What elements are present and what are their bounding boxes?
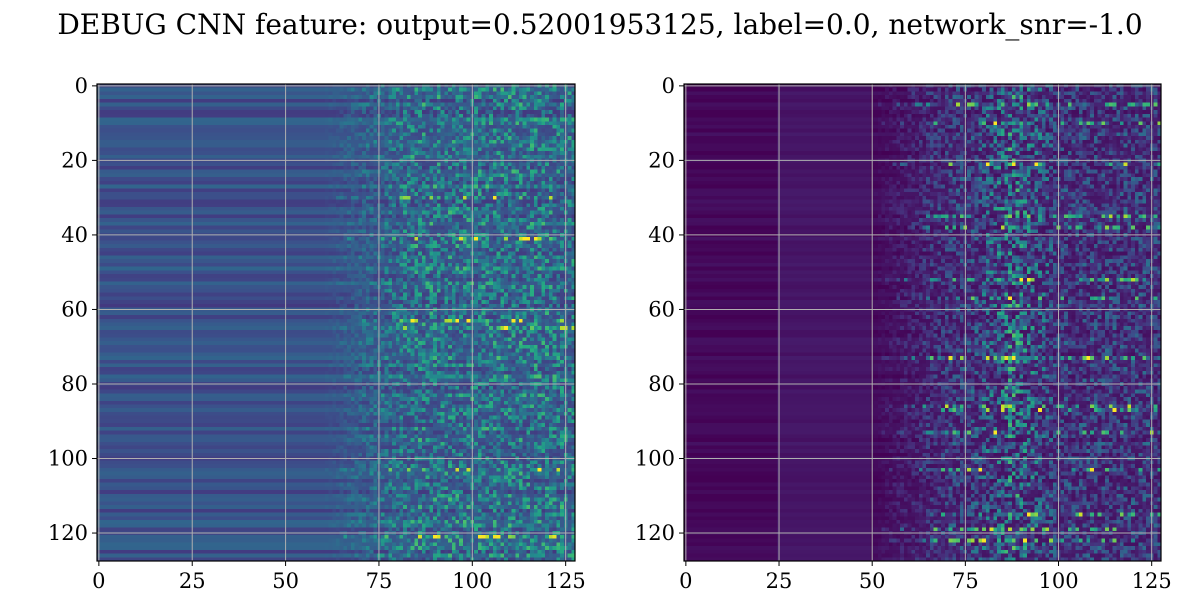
x-tick-label: 75 [366, 569, 393, 593]
y-tick-label: 60 [648, 297, 675, 321]
y-tick-label: 80 [61, 372, 88, 396]
axes-frame-1 [683, 83, 1162, 562]
y-tick-label: 60 [61, 297, 88, 321]
x-tick-label: 100 [452, 569, 492, 593]
x-tick-label: 25 [179, 569, 206, 593]
x-tick-label: 0 [679, 569, 692, 593]
y-tick-label: 80 [648, 372, 675, 396]
x-tick-label: 125 [546, 569, 586, 593]
y-tick-label: 100 [48, 447, 88, 471]
heatmap-panel-left: 0 25 50 75 100 125 0 20 40 60 80 100 120 [48, 74, 586, 593]
x-tick-label: 0 [92, 569, 105, 593]
heatmap-image-1 [684, 84, 1161, 561]
heatmap-panel-right: 0 25 50 75 100 125 0 20 40 60 80 100 120 [635, 74, 1172, 593]
heatmap-image-0 [97, 84, 575, 561]
y-tick-label: 40 [61, 223, 88, 247]
y-tick-label: 20 [648, 148, 675, 172]
x-tick-label: 50 [859, 569, 886, 593]
x-tick-label: 50 [272, 569, 299, 593]
figure-title: DEBUG CNN feature: output=0.52001953125,… [57, 8, 1142, 41]
y-tick-label: 40 [648, 223, 675, 247]
x-tick-label: 100 [1038, 569, 1078, 593]
y-tick-label: 0 [662, 74, 675, 98]
y-tick-label: 20 [61, 148, 88, 172]
y-tick-label: 120 [48, 521, 88, 545]
axes-frame-0 [96, 83, 576, 562]
x-tick-label: 25 [766, 569, 793, 593]
y-tick-label: 100 [635, 447, 675, 471]
x-tick-label: 75 [952, 569, 979, 593]
y-tick-label: 120 [635, 521, 675, 545]
x-tick-label: 125 [1132, 569, 1172, 593]
y-tick-label: 0 [75, 74, 88, 98]
